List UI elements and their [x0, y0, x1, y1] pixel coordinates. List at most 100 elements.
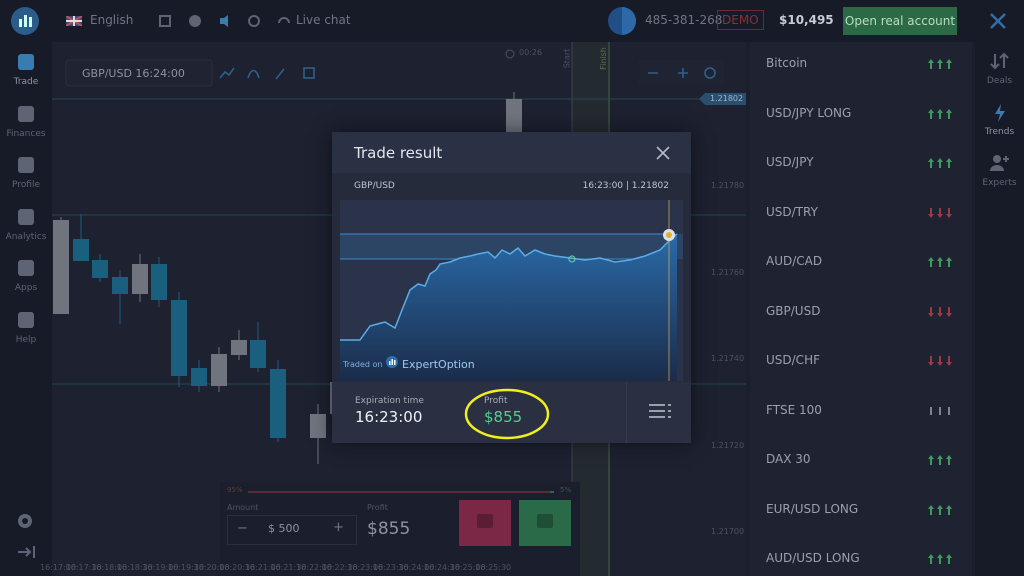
- footer-divider: [626, 382, 627, 443]
- asset-title[interactable]: GBP/USD 16:24:00: [82, 67, 185, 80]
- dialog-footer: [332, 382, 691, 443]
- nav-label[interactable]: Help: [15, 334, 37, 345]
- left-percent: 95%: [227, 486, 243, 494]
- nav-icon[interactable]: [16, 207, 36, 227]
- trend-icon: [928, 504, 952, 515]
- asset-name[interactable]: USD/JPY LONG: [766, 105, 852, 120]
- rail-label[interactable]: Experts: [982, 178, 1017, 188]
- result-profit-label: Profit: [484, 396, 508, 406]
- amount-value[interactable]: $ 500: [268, 522, 300, 535]
- amount-input[interactable]: [227, 515, 357, 545]
- trend-icon: [928, 554, 952, 564]
- time-label: 16:24:30: [424, 563, 460, 572]
- time-label: 16:17:30: [65, 563, 102, 572]
- trend-icon: [928, 207, 952, 218]
- trend-icon: [928, 356, 952, 366]
- result-time-price: 16:23:00 | 1.21802: [582, 181, 669, 191]
- time-label: 16:19:30: [168, 563, 204, 572]
- profit-label: Profit: [367, 503, 388, 512]
- timer-icon: [505, 49, 515, 59]
- sentiment-bar: [248, 491, 550, 493]
- time-axis: 16:17:00 16:17:30 16:18:00 16:18:30 16:19:00…: [0, 560, 746, 576]
- nav-icon[interactable]: [16, 52, 36, 72]
- nav-label[interactable]: Profile: [12, 180, 40, 190]
- nav-icon[interactable]: [16, 104, 36, 124]
- nav-icon[interactable]: [16, 310, 36, 330]
- time-label: 16:22:30: [321, 563, 358, 572]
- rail-label[interactable]: Deals: [986, 76, 1013, 86]
- headset-icon: [278, 17, 290, 24]
- nav-label[interactable]: Analytics: [5, 231, 47, 242]
- locate-icon[interactable]: [704, 67, 716, 79]
- result-chart: [340, 200, 683, 381]
- asset-name[interactable]: Bitcoin: [766, 56, 808, 70]
- nav-label[interactable]: Trade: [13, 77, 39, 87]
- amount-minus[interactable]: −: [237, 521, 248, 536]
- live-chat[interactable]: Live chat: [296, 13, 351, 27]
- amount-plus[interactable]: +: [333, 520, 344, 535]
- finish-label: Finish: [598, 47, 608, 70]
- trend-icon: [928, 108, 952, 119]
- nav-label[interactable]: Finances: [6, 128, 46, 139]
- time-label: 16:23:00: [347, 563, 384, 572]
- nav-label[interactable]: Apps: [14, 283, 38, 293]
- trend-icon: [928, 455, 952, 465]
- balance: $10,495: [779, 13, 834, 27]
- trend-icon: [928, 158, 952, 168]
- asset-name[interactable]: USD/CHF: [766, 353, 820, 367]
- asset-list: Bitcoin USD/JPY LONG USD/JPY USD/TRY AUD/CAD…: [750, 42, 972, 576]
- time-label: 16:23:30: [372, 563, 409, 572]
- asset-name[interactable]: GBP/USD: [766, 303, 821, 318]
- flag-icon: [66, 16, 82, 26]
- asset-name[interactable]: USD/TRY: [766, 204, 818, 219]
- time-label: 16:24:00: [398, 563, 435, 572]
- time-label: 16:19:00: [142, 563, 179, 572]
- asset-name[interactable]: DAX 30: [766, 452, 811, 466]
- asset-name[interactable]: AUD/CAD: [766, 254, 823, 268]
- chart-tools[interactable]: [219, 67, 315, 80]
- trend-icon: [930, 406, 950, 415]
- dialog-close[interactable]: [656, 146, 670, 160]
- rail-label[interactable]: Trends: [984, 127, 1015, 137]
- asset-selector[interactable]: [65, 59, 213, 87]
- trade-panel: 95% 5% Amount − $ 500 + Profit $855: [220, 482, 580, 576]
- logo[interactable]: [10, 6, 40, 36]
- right-rail: Deals Trends Experts: [975, 42, 1024, 576]
- timer: 00:26: [519, 48, 543, 57]
- language[interactable]: English: [90, 13, 134, 27]
- asset-name[interactable]: FTSE 100: [766, 402, 822, 417]
- time-label: 16:18:30: [116, 563, 153, 572]
- avatar[interactable]: [607, 6, 637, 36]
- asset-name[interactable]: USD/JPY: [766, 155, 814, 169]
- account-id: 485-381-268: [645, 13, 723, 27]
- menu-icon[interactable]: [648, 403, 672, 419]
- nav-icon[interactable]: [16, 258, 36, 278]
- sidebar-bottom-icons[interactable]: [14, 512, 38, 566]
- dialog-header: [332, 132, 691, 173]
- asset-name[interactable]: EUR/USD LONG: [766, 501, 859, 516]
- traded-on: Traded on: [343, 360, 383, 369]
- demo-badge[interactable]: DEMO: [717, 10, 764, 30]
- zoom-icons[interactable]: [648, 68, 688, 78]
- trade-buttons[interactable]: [459, 500, 573, 546]
- nav-icon[interactable]: [16, 155, 36, 175]
- left-sidebar: Trade Finances Profile Analytics Apps Help: [0, 42, 52, 576]
- profit-value: $855: [367, 519, 411, 539]
- time-label: 16:17:00: [40, 563, 76, 572]
- time-label: 16:21:30: [270, 563, 307, 572]
- result-asset: GBP/USD: [354, 181, 395, 191]
- rail-icons[interactable]: [988, 52, 1012, 212]
- open-account-button[interactable]: Open real account: [843, 7, 957, 35]
- right-percent: 5%: [560, 486, 572, 494]
- toolbar-icons[interactable]: [158, 14, 268, 28]
- candles: [53, 92, 522, 464]
- time-label: 16:20:30: [219, 563, 256, 572]
- close-icon[interactable]: [989, 12, 1007, 30]
- time-label: 16:25:00: [449, 563, 486, 572]
- price-label: 1.21700: [711, 527, 745, 536]
- asset-name[interactable]: AUD/USD LONG: [766, 551, 860, 565]
- amount-label: Amount: [227, 503, 259, 512]
- time-label: 16:18:00: [91, 563, 128, 572]
- time-label: 16:25:30: [475, 563, 512, 572]
